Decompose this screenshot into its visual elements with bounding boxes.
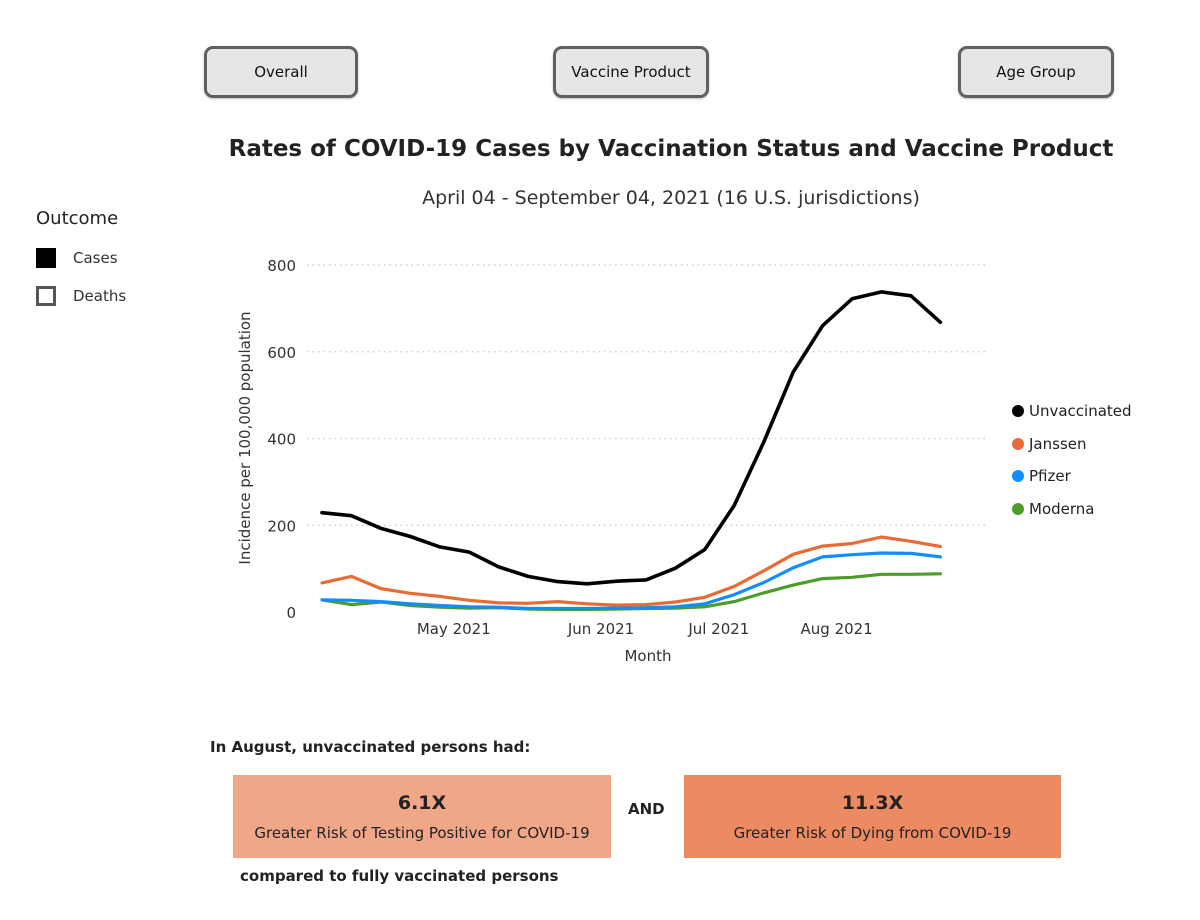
series-line-janssen [320, 551, 943, 611]
risk-intro-text: In August, unvaccinated persons had: [210, 738, 531, 756]
legend-dot-icon [1012, 405, 1024, 417]
risk-card-cases: 6.1X Greater Risk of Testing Positive fo… [233, 775, 611, 858]
risk-card-deaths: 11.3X Greater Risk of Dying from COVID-1… [684, 775, 1061, 858]
legend-dot-icon [1012, 470, 1024, 482]
outcome-filter-title: Outcome [36, 208, 119, 229]
x-tick-label: May 2021 [417, 620, 491, 638]
legend-item-pfizer[interactable]: Pfizer [1012, 467, 1071, 485]
risk-label: Greater Risk of Testing Positive for COV… [254, 823, 590, 842]
empty-checkbox-icon[interactable] [36, 286, 56, 306]
y-tick-label: 200 [267, 517, 296, 535]
outcome-option-cases[interactable]: Cases [36, 248, 118, 268]
chart-subtitle: April 04 - September 04, 2021 (16 U.S. j… [422, 187, 920, 209]
legend-label: Unvaccinated [1029, 402, 1132, 420]
legend-dot-icon [1012, 438, 1024, 450]
y-tick-label: 400 [267, 431, 296, 449]
y-tick-label: 0 [286, 604, 296, 622]
tab-age-group[interactable]: Age Group [958, 46, 1114, 98]
legend-label: Pfizer [1029, 467, 1071, 485]
chart-title: Rates of COVID-19 Cases by Vaccination S… [228, 136, 1114, 162]
x-axis-title: Month [624, 647, 671, 665]
legend-label: Janssen [1029, 435, 1087, 453]
and-label: AND [628, 800, 665, 818]
outcome-option-label: Deaths [73, 287, 127, 305]
x-tick-label: Aug 2021 [801, 620, 873, 638]
risk-value: 6.1X [397, 791, 447, 814]
comparison-note: compared to fully vaccinated persons [240, 867, 559, 885]
series-line-pfizer [320, 535, 943, 607]
legend-item-moderna[interactable]: Moderna [1012, 500, 1094, 518]
risk-label: Greater Risk of Dying from COVID-19 [733, 823, 1012, 842]
legend-item-janssen[interactable]: Janssen [1012, 435, 1087, 453]
legend-label: Moderna [1029, 500, 1095, 518]
tab-overall[interactable]: Overall [204, 46, 358, 98]
outcome-option-deaths[interactable]: Deaths [36, 286, 126, 306]
x-tick-label: Jun 2021 [567, 620, 634, 638]
legend-item-unvaccinated[interactable]: Unvaccinated [1012, 402, 1132, 420]
legend-dot-icon [1012, 503, 1024, 515]
y-tick-label: 800 [267, 257, 296, 275]
risk-value: 11.3X [841, 791, 904, 814]
y-axis-title: Incidence per 100,000 population [236, 311, 254, 564]
tab-vaccine-product[interactable]: Vaccine Product [553, 46, 709, 98]
filled-checkbox-icon[interactable] [36, 248, 56, 268]
y-tick-label: 600 [267, 344, 296, 362]
line-chart: 0 200 400 600 800 May 2021 Jun 2021 Jul 2021 Aug… [236, 257, 986, 665]
x-tick-label: Jul 2021 [687, 620, 749, 638]
series-line-moderna [320, 290, 943, 586]
outcome-option-label: Cases [73, 249, 118, 267]
